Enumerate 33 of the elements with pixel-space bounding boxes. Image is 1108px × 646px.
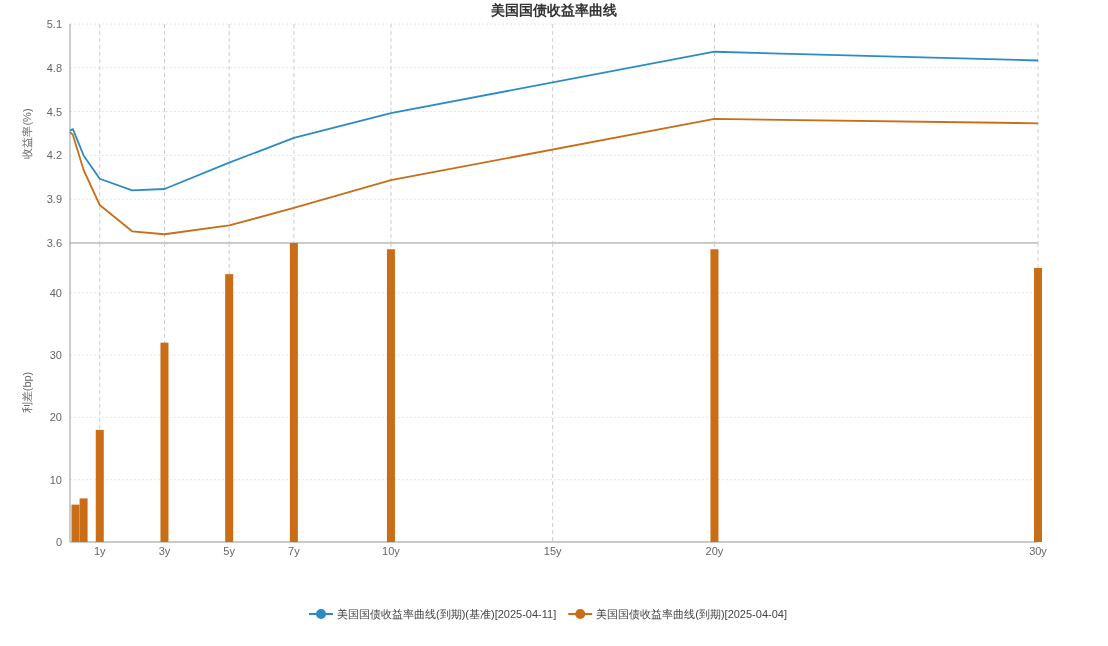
x-tick-label: 1y [93, 545, 107, 557]
x-tick-label: 5y [223, 545, 236, 557]
y-tick-label: 20 [49, 411, 62, 424]
y-tick-label: 0 [55, 536, 62, 548]
y-tick-label: 4.5 [46, 105, 62, 118]
bar [95, 429, 104, 542]
x-tick-label: 15y [543, 545, 563, 557]
y-tick-label: 4.8 [46, 61, 62, 74]
bar [1034, 267, 1042, 542]
y-tick-label: 5.1 [46, 18, 62, 30]
x-tick-label: 20y [705, 545, 724, 557]
x-tick-label: 10y [382, 545, 401, 557]
legend-label: 美国国债收益率曲线(到期)(基准)[2025-04-11] [337, 608, 557, 620]
y-tick-label: 3.9 [46, 193, 62, 206]
y-tick-label: 40 [49, 286, 62, 299]
x-tick-label: 3y [158, 545, 171, 557]
y-axis-title: 收益率(%) [21, 108, 33, 159]
legend-label: 美国国债收益率曲线(到期)[2025-04-04] [596, 608, 787, 620]
y-tick-label: 10 [49, 473, 62, 486]
bar [386, 249, 395, 542]
bar [289, 243, 298, 542]
y-tick-label: 3.6 [46, 237, 62, 249]
y-tick-label: 4.2 [46, 149, 62, 162]
y-axis-title: 利差(bp) [21, 371, 33, 414]
x-tick-label: 7y [288, 545, 301, 557]
x-tick-label: 30y [1029, 545, 1048, 557]
bar [710, 249, 719, 542]
bar [225, 274, 234, 542]
chart-title: 美国国债收益率曲线 [490, 2, 617, 18]
line-series [69, 50, 1039, 192]
y-tick-label: 30 [49, 349, 62, 362]
line-series [69, 118, 1039, 236]
bar [160, 342, 169, 542]
